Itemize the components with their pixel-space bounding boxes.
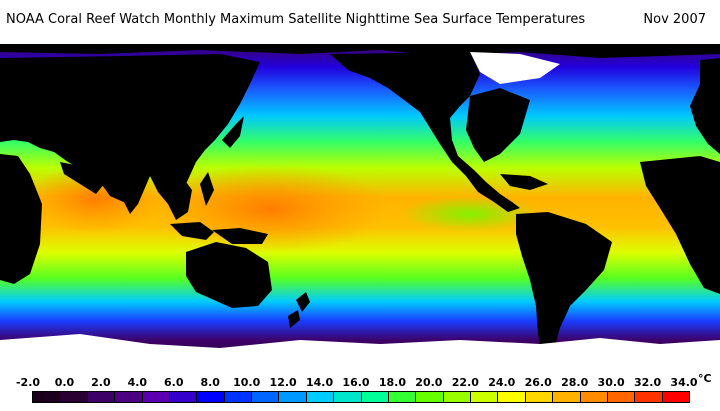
new-zealand-land [296,292,310,312]
scale-tick-label: 28.0 [561,376,589,389]
scale-swatch [252,392,280,402]
scale-swatch [580,392,608,402]
scale-swatch [498,392,526,402]
new-zealand-south-land [288,310,300,328]
color-scale-labels: -2.0 0.0 2.0 4.0 6.0 8.0 10.0 12.0 14.0 16.0 18.0 2… [0,372,720,390]
scale-swatch [115,392,143,402]
arabia-land [60,162,104,194]
north-america-land [330,52,520,212]
new-guinea-land [212,228,268,244]
weddell-ice [560,340,720,370]
scale-tick-label: 10.0 [233,376,261,389]
southeast-asia-land [150,174,192,220]
scale-tick-label: 8.0 [200,376,220,389]
scale-tick-label: 30.0 [597,376,625,389]
scale-tick-label: 6.0 [164,376,184,389]
greenland-ice [470,52,560,84]
scale-swatch [142,392,170,402]
scale-swatch [361,392,389,402]
scale-tick-label: 32.0 [633,376,662,389]
scale-swatch [471,392,499,402]
scale-swatch [388,392,417,402]
scale-tick-label: 26.0 [524,376,552,389]
scale-unit-label: °C [698,372,712,385]
map-date: Nov 2007 [643,12,706,27]
scale-swatch [525,392,554,402]
arctic-land [0,44,720,58]
scale-swatch [334,392,362,402]
eurasia-land [0,54,260,204]
map-title: NOAA Coral Reef Watch Monthly Maximum Sa… [6,12,586,27]
scale-tick-label: 20.0 [415,376,443,389]
scale-swatch [33,392,61,402]
sst-map-svg [0,44,720,370]
scale-tick-label: 34.0 [670,376,698,389]
scale-tick-label: 22.0 [451,376,479,389]
scale-swatch [197,392,225,402]
africa-east-land [0,154,42,284]
scale-tick-label: 2.0 [91,376,111,389]
scale-swatch [306,392,335,402]
scale-swatch [635,392,663,402]
europe-west-land [690,58,720,154]
scale-swatch [607,392,636,402]
africa-west-land [640,156,720,294]
scale-swatch [416,392,444,402]
scale-tick-label: 4.0 [127,376,148,389]
north-america-east-land [466,88,530,162]
scale-tick-label: -2.0 [15,376,41,389]
scale-swatch [224,392,252,402]
scale-tick-label: 24.0 [488,376,516,389]
scale-swatch [279,392,307,402]
scale-tick-label: 12.0 [269,376,297,389]
scale-tick-label: 14.0 [305,376,334,389]
caribbean-islands [500,174,548,190]
japan-land [222,116,244,148]
philippines-land [200,172,214,206]
scale-tick-label: 16.0 [342,376,370,389]
scale-swatch [60,392,88,402]
scale-swatch [553,392,581,402]
scale-swatch [662,392,690,402]
title-bar: NOAA Coral Reef Watch Monthly Maximum Sa… [0,0,720,44]
australia-land [186,242,272,308]
scale-swatch [443,392,471,402]
scale-tick-label: 18.0 [378,376,407,389]
india-land [112,162,150,214]
south-america-land [516,212,612,358]
scale-swatch [169,392,198,402]
scale-swatch [87,392,116,402]
borneo-sumatra-land [170,222,214,240]
scale-tick-label: 0.0 [54,376,75,389]
antarctic-ice [0,334,720,370]
color-scale-bar [32,391,690,403]
sst-map [0,44,720,370]
